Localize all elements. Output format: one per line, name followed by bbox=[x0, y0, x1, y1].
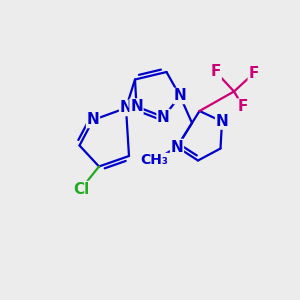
Text: N: N bbox=[171, 140, 183, 154]
Text: N: N bbox=[174, 88, 186, 104]
Text: N: N bbox=[157, 110, 170, 124]
Text: CH₃: CH₃ bbox=[141, 154, 168, 167]
Text: N: N bbox=[120, 100, 132, 116]
Text: Cl: Cl bbox=[73, 182, 89, 196]
Text: N: N bbox=[130, 99, 143, 114]
Text: N: N bbox=[87, 112, 99, 128]
Text: F: F bbox=[248, 66, 259, 81]
Text: F: F bbox=[211, 64, 221, 80]
Text: F: F bbox=[238, 99, 248, 114]
Text: N: N bbox=[216, 114, 228, 129]
